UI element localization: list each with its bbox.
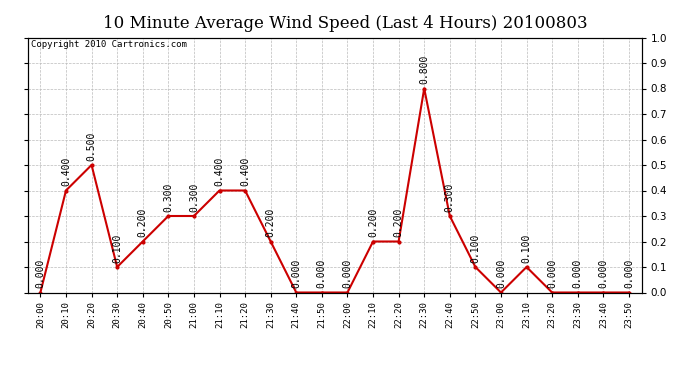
- Text: 0.300: 0.300: [189, 183, 199, 212]
- Text: 0.100: 0.100: [522, 234, 531, 263]
- Text: 0.400: 0.400: [215, 157, 224, 186]
- Text: 0.000: 0.000: [342, 259, 353, 288]
- Text: 10 Minute Average Wind Speed (Last 4 Hours) 20100803: 10 Minute Average Wind Speed (Last 4 Hou…: [103, 15, 587, 32]
- Text: 0.200: 0.200: [368, 208, 378, 237]
- Text: 0.000: 0.000: [624, 259, 634, 288]
- Text: 0.300: 0.300: [445, 183, 455, 212]
- Text: 0.100: 0.100: [112, 234, 122, 263]
- Text: 0.000: 0.000: [291, 259, 302, 288]
- Text: 0.000: 0.000: [547, 259, 557, 288]
- Text: 0.000: 0.000: [35, 259, 46, 288]
- Text: 0.000: 0.000: [598, 259, 609, 288]
- Text: 0.200: 0.200: [138, 208, 148, 237]
- Text: 0.200: 0.200: [266, 208, 276, 237]
- Text: 0.000: 0.000: [317, 259, 327, 288]
- Text: 0.800: 0.800: [420, 55, 429, 84]
- Text: Copyright 2010 Cartronics.com: Copyright 2010 Cartronics.com: [30, 40, 186, 49]
- Text: 0.000: 0.000: [496, 259, 506, 288]
- Text: 0.200: 0.200: [393, 208, 404, 237]
- Text: 0.300: 0.300: [164, 183, 173, 212]
- Text: 0.400: 0.400: [240, 157, 250, 186]
- Text: 0.400: 0.400: [61, 157, 71, 186]
- Text: 0.500: 0.500: [86, 132, 97, 161]
- Text: 0.000: 0.000: [573, 259, 583, 288]
- Text: 0.100: 0.100: [471, 234, 480, 263]
